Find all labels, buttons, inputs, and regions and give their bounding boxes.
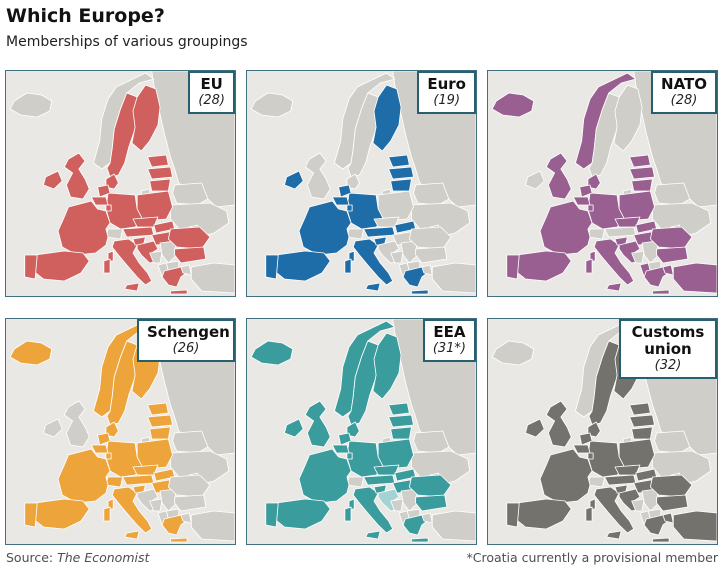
panel-label-text: NATO bbox=[661, 75, 707, 93]
chart-header: Which Europe? Memberships of various gro… bbox=[0, 0, 726, 50]
panel-label-text: Euro bbox=[427, 75, 466, 93]
panel-member-count: (28) bbox=[670, 92, 698, 108]
panel-label-text: EEA bbox=[433, 323, 466, 341]
map-panel-eu: EU (28) bbox=[5, 70, 236, 297]
map-panel-nato: NATO (28) bbox=[487, 70, 718, 297]
maps-grid: EU (28) Euro (19) NATO (28) Schengen (26… bbox=[5, 70, 718, 545]
map-panel-eea: EEA (31*) bbox=[246, 318, 477, 545]
panel-member-count: (31*) bbox=[432, 340, 466, 356]
panel-label-customs-union: Customs union (32) bbox=[619, 319, 717, 380]
map-panel-schengen: Schengen (26) bbox=[5, 318, 236, 545]
page-title: Which Europe? bbox=[6, 5, 165, 27]
panel-label-text: EU bbox=[200, 75, 223, 93]
europe-map-eea bbox=[247, 319, 476, 544]
panel-label-eu: EU (28) bbox=[188, 71, 235, 115]
europe-map-customs-union bbox=[488, 319, 717, 544]
panel-member-count: (19) bbox=[433, 92, 461, 108]
panel-label-nato: NATO (28) bbox=[651, 71, 717, 115]
panel-label-eea: EEA (31*) bbox=[422, 319, 476, 363]
source-prefix: Source: bbox=[6, 550, 58, 565]
map-panel-euro: Euro (19) bbox=[246, 70, 477, 297]
panel-member-count: (28) bbox=[198, 92, 225, 108]
europe-map-nato bbox=[488, 71, 717, 296]
panel-label-euro: Euro (19) bbox=[417, 71, 476, 115]
panel-member-count: (26) bbox=[172, 340, 200, 356]
footnote: *Croatia currently a provisional member bbox=[466, 550, 718, 565]
map-panel-customs-union: Customs union (32) bbox=[487, 318, 718, 545]
panel-member-count: (32) bbox=[654, 357, 682, 373]
source-note: Source: The Economist bbox=[6, 550, 149, 565]
panel-label-text: Schengen bbox=[147, 323, 230, 341]
panel-label-text: Customs union bbox=[631, 323, 705, 358]
page-subtitle: Memberships of various groupings bbox=[6, 33, 248, 50]
europe-map-schengen bbox=[6, 319, 235, 544]
panel-label-schengen: Schengen (26) bbox=[137, 319, 235, 363]
source-name: The Economist bbox=[57, 550, 150, 565]
